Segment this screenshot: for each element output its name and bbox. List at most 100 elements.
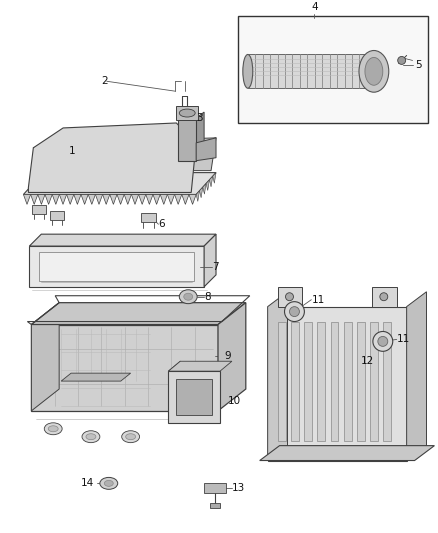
Ellipse shape xyxy=(48,426,58,432)
Polygon shape xyxy=(50,211,64,220)
Polygon shape xyxy=(29,246,204,287)
Circle shape xyxy=(290,306,300,317)
Ellipse shape xyxy=(86,434,96,440)
Text: 3: 3 xyxy=(196,113,203,123)
Polygon shape xyxy=(81,195,88,204)
Text: 1: 1 xyxy=(69,146,76,156)
Bar xyxy=(357,321,365,441)
Polygon shape xyxy=(210,503,220,508)
Bar xyxy=(39,252,194,281)
Polygon shape xyxy=(38,195,45,204)
Polygon shape xyxy=(124,195,131,204)
Ellipse shape xyxy=(122,431,140,442)
Polygon shape xyxy=(372,287,397,306)
Ellipse shape xyxy=(286,293,293,301)
Polygon shape xyxy=(32,303,59,411)
Polygon shape xyxy=(168,371,220,423)
Polygon shape xyxy=(95,195,102,204)
Bar xyxy=(344,321,352,441)
Polygon shape xyxy=(168,361,232,371)
Polygon shape xyxy=(177,379,212,415)
Text: 5: 5 xyxy=(416,60,422,70)
Polygon shape xyxy=(199,187,203,198)
Polygon shape xyxy=(178,118,196,161)
Polygon shape xyxy=(196,138,216,161)
Bar xyxy=(248,54,367,88)
Polygon shape xyxy=(268,292,287,461)
Polygon shape xyxy=(110,195,117,204)
Polygon shape xyxy=(67,195,74,204)
Polygon shape xyxy=(74,195,81,204)
Polygon shape xyxy=(31,195,38,204)
Polygon shape xyxy=(204,483,226,493)
Text: 11: 11 xyxy=(397,334,410,344)
Polygon shape xyxy=(203,183,206,194)
Ellipse shape xyxy=(126,434,136,440)
Ellipse shape xyxy=(104,480,113,486)
Polygon shape xyxy=(238,16,428,123)
Circle shape xyxy=(398,56,406,64)
Polygon shape xyxy=(153,195,160,204)
Text: 9: 9 xyxy=(224,351,230,361)
Text: 2: 2 xyxy=(101,76,107,86)
Polygon shape xyxy=(102,195,110,204)
Text: 13: 13 xyxy=(232,483,245,494)
Text: 14: 14 xyxy=(81,478,94,488)
Polygon shape xyxy=(32,303,246,325)
Polygon shape xyxy=(189,195,196,204)
Text: 4: 4 xyxy=(311,2,318,12)
Ellipse shape xyxy=(179,290,197,304)
Polygon shape xyxy=(406,292,427,461)
Polygon shape xyxy=(196,191,199,201)
Polygon shape xyxy=(32,205,46,214)
Polygon shape xyxy=(175,195,182,204)
Polygon shape xyxy=(29,234,216,246)
Ellipse shape xyxy=(44,423,62,435)
Polygon shape xyxy=(138,195,146,204)
Polygon shape xyxy=(48,138,216,171)
Bar xyxy=(304,321,312,441)
Text: 12: 12 xyxy=(361,356,374,366)
Polygon shape xyxy=(196,112,204,161)
Polygon shape xyxy=(182,195,189,204)
Polygon shape xyxy=(88,195,95,204)
Polygon shape xyxy=(23,173,216,195)
Bar xyxy=(317,321,325,441)
Bar xyxy=(331,321,339,441)
Polygon shape xyxy=(367,54,369,88)
Polygon shape xyxy=(28,123,196,192)
Polygon shape xyxy=(141,213,156,222)
Polygon shape xyxy=(32,325,218,411)
Polygon shape xyxy=(213,173,216,183)
Text: 10: 10 xyxy=(228,396,241,406)
Ellipse shape xyxy=(380,293,388,301)
Polygon shape xyxy=(268,306,406,461)
Bar xyxy=(384,321,392,441)
Polygon shape xyxy=(160,195,167,204)
Polygon shape xyxy=(218,303,246,411)
Bar xyxy=(291,321,299,441)
Polygon shape xyxy=(167,195,175,204)
Ellipse shape xyxy=(184,293,193,300)
Polygon shape xyxy=(23,195,31,204)
Polygon shape xyxy=(117,195,124,204)
Text: 11: 11 xyxy=(311,295,325,305)
Polygon shape xyxy=(52,195,60,204)
Bar xyxy=(278,321,286,441)
Ellipse shape xyxy=(82,431,100,442)
Circle shape xyxy=(378,336,388,346)
Polygon shape xyxy=(206,180,209,190)
Ellipse shape xyxy=(179,109,195,117)
Bar xyxy=(177,106,198,120)
Ellipse shape xyxy=(100,478,118,489)
Polygon shape xyxy=(260,446,434,461)
Polygon shape xyxy=(45,195,52,204)
Polygon shape xyxy=(61,373,131,381)
Ellipse shape xyxy=(243,54,253,88)
Text: 6: 6 xyxy=(159,219,165,229)
Polygon shape xyxy=(278,287,302,306)
Polygon shape xyxy=(60,195,67,204)
Ellipse shape xyxy=(365,58,383,85)
Circle shape xyxy=(285,302,304,321)
Text: 7: 7 xyxy=(212,262,219,272)
